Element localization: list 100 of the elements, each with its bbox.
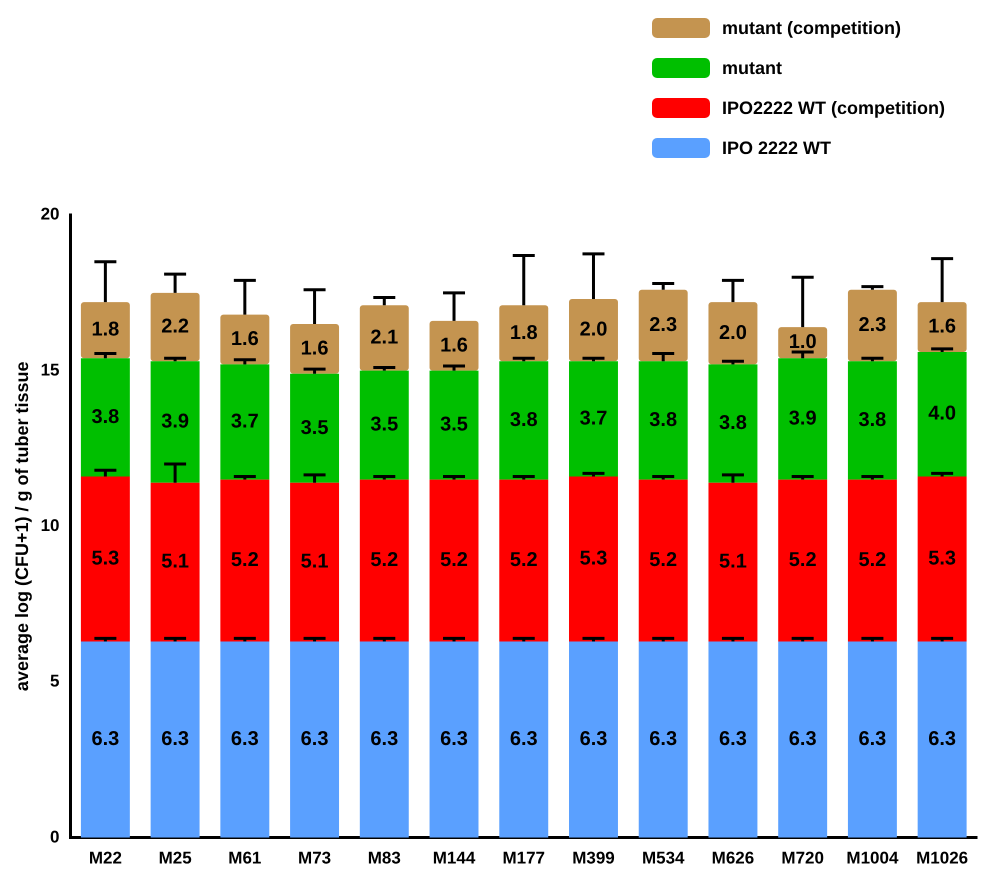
data-label: 6.3 [510, 728, 538, 750]
bar [360, 641, 409, 838]
bar [430, 480, 478, 642]
data-label: 6.3 [161, 728, 190, 750]
data-label: 5.2 [858, 549, 886, 572]
data-label: 6.3 [788, 728, 817, 750]
bar [430, 370, 478, 480]
bar [290, 324, 340, 374]
x-tick-label: M1026 [916, 848, 968, 868]
bar [360, 370, 409, 480]
data-label: 4.0 [928, 402, 956, 425]
bar [569, 361, 618, 476]
y-tick-label: 10 [40, 516, 60, 535]
data-label: 6.3 [230, 728, 259, 750]
bar [638, 480, 688, 642]
data-label: 5.2 [230, 549, 259, 572]
data-label: 5.2 [440, 549, 468, 572]
data-label: 6.3 [858, 728, 886, 750]
bar [778, 641, 828, 838]
data-label: 3.8 [649, 408, 678, 431]
bar [638, 290, 688, 362]
data-label: 1.6 [300, 337, 328, 360]
bar [918, 641, 967, 838]
data-label: 3.5 [370, 414, 398, 436]
bar [80, 641, 130, 838]
data-label: 2.1 [370, 326, 398, 348]
data-label: 3.9 [788, 407, 817, 430]
data-label: 1.8 [510, 322, 538, 344]
bar [220, 314, 270, 364]
bar [220, 364, 270, 480]
legend-label: mutant [722, 58, 782, 78]
bar [918, 302, 967, 352]
data-label: 1.6 [440, 334, 468, 356]
bar [778, 480, 828, 642]
x-tick-label: M25 [158, 848, 192, 868]
data-label: 3.8 [719, 412, 747, 434]
bar [848, 480, 897, 642]
data-label: 3.8 [91, 406, 120, 428]
bar [708, 641, 758, 838]
data-label: 5.3 [91, 548, 120, 570]
data-label: 6.3 [580, 728, 608, 750]
bar [708, 302, 758, 364]
x-tick-label: M73 [298, 848, 332, 868]
bar [80, 476, 130, 642]
bar [918, 476, 967, 642]
x-tick-label: M626 [712, 848, 754, 868]
x-tick-label: M720 [781, 848, 824, 868]
x-tick-label: M83 [368, 848, 401, 868]
bar [150, 641, 200, 838]
bar [360, 305, 409, 371]
data-label: 5.2 [649, 549, 678, 572]
bar [708, 482, 758, 642]
data-label: 6.3 [91, 728, 120, 750]
data-label: 5.3 [580, 548, 608, 570]
data-label: 6.3 [649, 728, 678, 750]
bar [150, 361, 200, 483]
data-label: 6.3 [370, 728, 398, 750]
bar [150, 482, 200, 642]
bar [918, 352, 967, 476]
bar [290, 641, 340, 838]
data-label: 5.2 [510, 549, 538, 572]
x-tick-label: M144 [432, 848, 476, 868]
data-label: 2.3 [858, 314, 886, 336]
bar [290, 482, 340, 642]
y-tick-label: 20 [40, 204, 60, 224]
bar [290, 374, 340, 483]
bar [569, 299, 618, 362]
legend-label: mutant (competition) [722, 18, 901, 38]
data-label: 5.1 [719, 550, 747, 573]
x-tick-label: M22 [88, 848, 122, 868]
data-label: 2.2 [161, 316, 190, 338]
bar [499, 641, 548, 838]
data-label: 2.3 [649, 314, 678, 336]
bar [569, 641, 618, 838]
bar [220, 480, 270, 642]
y-tick-label: 0 [50, 827, 60, 846]
bar [638, 361, 688, 480]
bar [569, 476, 618, 642]
data-label: 3.7 [230, 410, 259, 433]
bar [848, 641, 897, 838]
y-tick-label: 15 [40, 360, 60, 380]
data-label: 6.3 [300, 728, 328, 750]
data-label: 3.8 [510, 408, 538, 431]
bar [778, 358, 828, 480]
bar [360, 480, 409, 642]
data-label: 6.3 [719, 728, 747, 750]
x-tick-label: M1004 [846, 848, 899, 868]
data-label: 3.9 [161, 410, 190, 433]
data-label: 5.2 [788, 549, 817, 572]
x-tick-label: M61 [228, 848, 262, 868]
data-label: 1.6 [230, 328, 259, 350]
data-label: 6.3 [440, 728, 468, 750]
y-axis-title: average log (CFU+1) / g of tuber tissue [12, 362, 32, 692]
data-label: 1.0 [788, 331, 817, 354]
data-label: 2.0 [580, 318, 608, 341]
x-tick-label: M177 [502, 848, 546, 868]
data-label: 5.2 [370, 549, 398, 572]
data-label: 3.5 [300, 416, 328, 439]
data-label: 6.3 [928, 728, 956, 750]
data-label: 5.3 [928, 548, 956, 570]
